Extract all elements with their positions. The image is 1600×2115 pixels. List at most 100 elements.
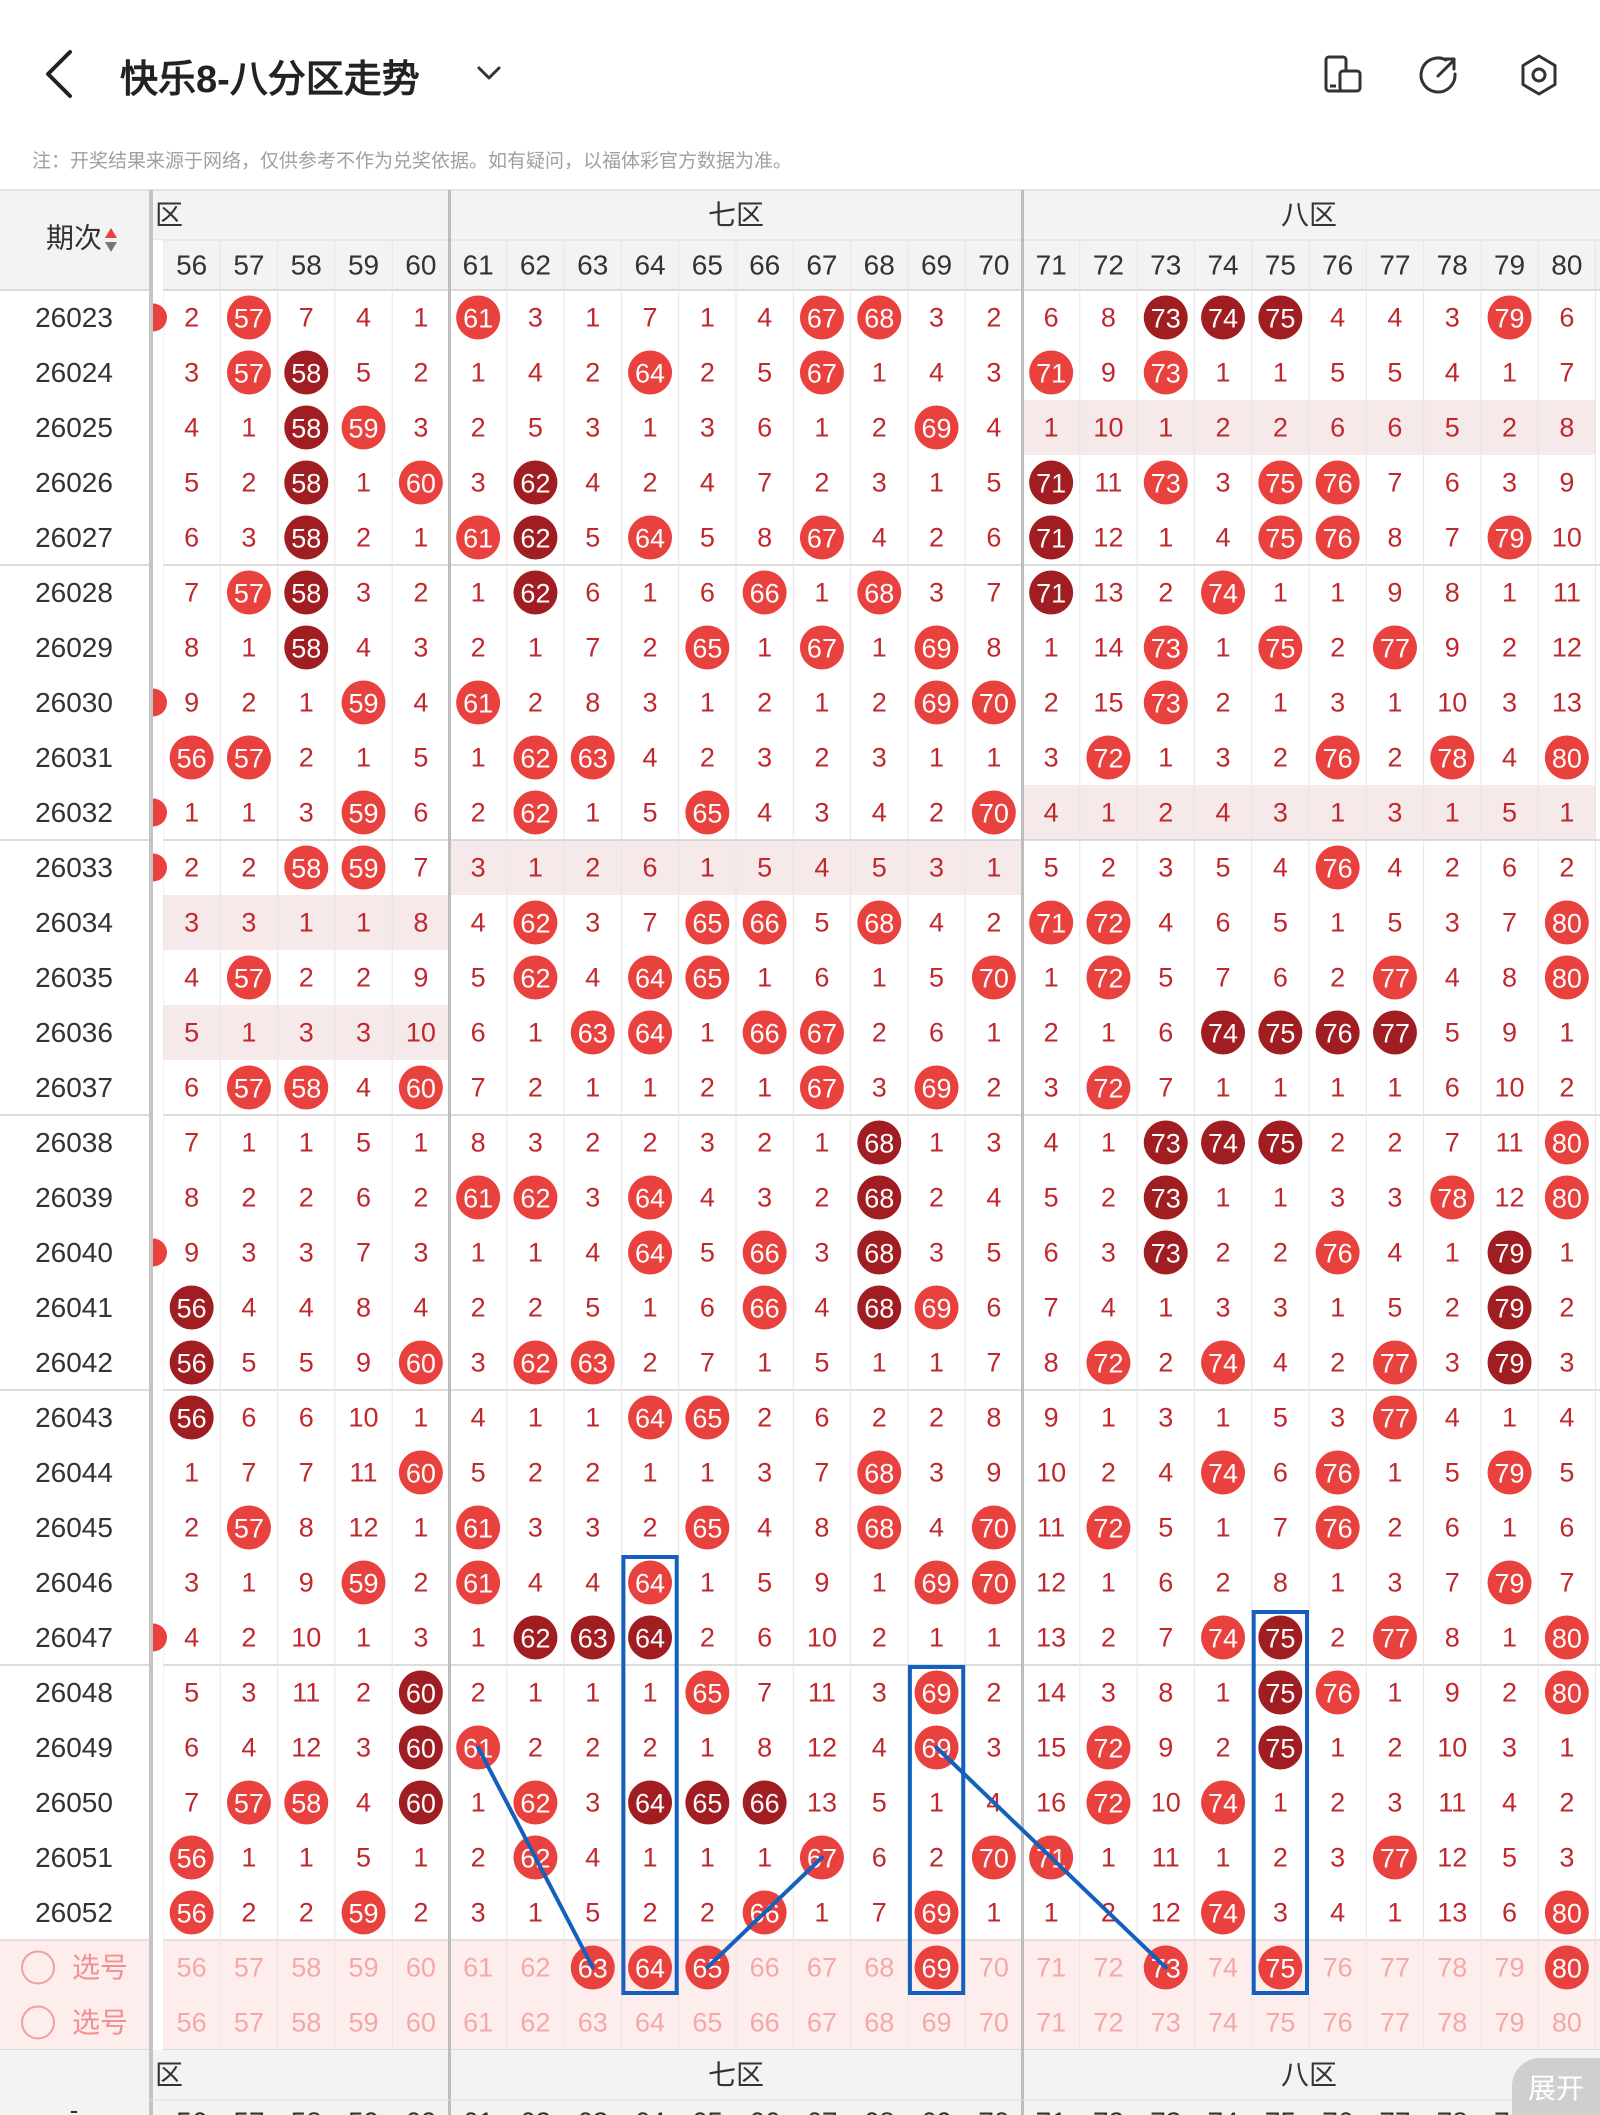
miss-count: 10 [406, 1018, 436, 1048]
hit-ball-number: 70 [979, 1844, 1009, 1874]
miss-count: 3 [1273, 798, 1288, 828]
hit-ball [857, 1450, 902, 1495]
table-row[interactable]: 26030 9 2 1 59 4 61 2 8 3 1 2 1 2 69 70 2 15 73 2 1 3 1 10 3 13 [35, 680, 1582, 725]
miss-count: 6 [585, 578, 600, 608]
period-cell: 26026 [35, 467, 113, 498]
table-row[interactable]: 26034 3 3 1 1 8 4 62 3 7 65 66 5 68 4 2 71 72 4 6 5 1 5 3 7 80 [35, 900, 1589, 945]
table-row[interactable]: 26025 4 1 58 59 3 2 5 3 1 3 6 1 2 69 4 1 10 1 2 2 6 6 5 2 8 [35, 405, 1574, 450]
table-row[interactable]: 26035 4 57 2 2 9 5 62 4 64 65 1 6 1 5 70 1 72 5 7 6 2 77 4 8 80 [35, 955, 1589, 1000]
select-radio[interactable] [21, 1950, 55, 1985]
miss-count: 3 [757, 1458, 772, 1488]
hit-ball-number: 75 [1265, 1624, 1295, 1654]
miss-count: 2 [528, 688, 543, 718]
table-row[interactable]: 26048 5 3 11 2 60 2 1 1 1 65 7 11 3 69 2 14 3 8 1 75 76 1 9 2 80 [35, 1670, 1589, 1715]
table-row[interactable]: 26046 3 1 9 59 2 61 4 4 64 1 5 9 1 69 70 12 1 6 2 8 1 3 7 79 7 [35, 1560, 1574, 1605]
hit-ball [799, 295, 844, 340]
table-row[interactable]: 26037 6 57 58 4 60 7 2 1 1 2 1 67 3 69 2 3 72 7 1 1 1 1 6 10 2 [35, 1065, 1574, 1110]
table-row[interactable]: 26049 6 4 12 3 60 61 2 2 2 1 8 12 4 69 3 15 72 9 2 75 1 2 10 3 1 [35, 1725, 1574, 1770]
footer-column-header: 60 [405, 2107, 436, 2115]
miss-count: 2 [1216, 1238, 1231, 1268]
select-row[interactable]: 选号 56 57 58 59 60 61 62 63 64 65 66 67 68 69 70 71 72 73 74… [21, 2005, 1582, 2040]
period-cell: 26035 [35, 962, 113, 993]
table-row[interactable]: 26039 8 2 2 6 2 61 62 3 64 4 3 2 68 2 4 5 2 73 1 1 3 3 78 12 80 [35, 1175, 1589, 1220]
hit-ball [341, 1560, 386, 1605]
miss-count: 3 [1387, 1788, 1402, 1818]
table-row[interactable]: 26024 3 57 58 5 2 1 4 2 64 2 5 67 1 4 3 71 9 73 1 1 5 5 4 1 7 [35, 350, 1574, 395]
table-row[interactable]: 26031 56 57 2 1 5 1 62 63 4 2 3 2 3 1 1 3 72 1 3 2 76 2 78 4 80 [35, 735, 1589, 780]
miss-count: 1 [1158, 1293, 1173, 1323]
selected-ball[interactable] [1544, 1945, 1589, 1990]
miss-count: 5 [1044, 1183, 1059, 1213]
table-row[interactable]: 26051 56 1 1 5 1 2 62 4 1 1 1 67 6 2 70 71 1 11 1 2 3 77 12 5 3 [35, 1835, 1574, 1880]
miss-count: 9 [356, 1348, 371, 1378]
table-row[interactable]: 26033 2 2 58 59 7 3 1 2 6 1 5 4 5 3 1 5 2 3 5 4 76 4 2 6 2 [35, 845, 1574, 890]
footer-column-header: 70 [978, 2107, 1009, 2115]
table-row[interactable]: 26027 6 3 58 2 1 61 62 5 64 5 8 67 4 2 6 71 12 1 4 75 76 8 7 79 1… [35, 515, 1582, 560]
miss-count: 1 [528, 1018, 543, 1048]
table-row[interactable]: 26038 7 1 1 5 1 8 3 2 2 3 2 1 68 1 3 4 1 73 74 75 2 2 7 11 80 [35, 1120, 1589, 1165]
table-row[interactable]: 26043 56 6 6 10 1 4 1 1 64 65 2 6 2 2 8 9 1 3 1 5 3 77 4 1 4 [35, 1395, 1574, 1440]
miss-count: 5 [1445, 1458, 1460, 1488]
table-row[interactable]: 26023 2 57 7 4 1 61 3 1 7 1 4 67 68 3 2 6 8 73 74 75 4 4 3 79 6 [35, 295, 1574, 340]
miss-count: 1 [1502, 358, 1517, 388]
hit-ball [742, 1780, 787, 1825]
table-row[interactable]: 26026 5 2 58 1 60 3 62 4 2 4 7 2 3 1 5 71 11 73 3 75 76 7 6 3 9 [35, 460, 1574, 505]
table-row[interactable]: 26032 1 1 3 59 6 2 62 1 5 65 4 3 4 2 70 4 1 2 4 3 1 3 1 5 1 [35, 790, 1574, 835]
table-row[interactable]: 26052 56 2 2 59 2 3 1 5 2 2 66 1 7 69 1 1 2 12 74 3 4 1 13 6 80 [35, 1890, 1589, 1935]
period-cell: 26033 [35, 852, 113, 883]
miss-count: 11 [1438, 1788, 1466, 1818]
table-row[interactable]: 26036 5 1 3 3 10 6 1 63 64 1 66 67 2 6 1 2 1 6 74 75 76 77 5 9 1 [35, 1010, 1574, 1055]
hit-ball [398, 1780, 443, 1825]
table-row[interactable]: 26029 8 1 58 4 3 2 1 7 2 65 1 67 1 69 8 1 14 73 1 75 2 77 9 2 12 [35, 625, 1582, 670]
settings-icon[interactable] [1516, 52, 1562, 98]
chevron-down-icon[interactable] [474, 58, 504, 88]
hit-ball-number: 69 [922, 689, 952, 719]
hit-ball-number: 72 [1093, 1349, 1123, 1379]
page-title[interactable]: 快乐8-八分区走势 [120, 59, 420, 101]
miss-count: 3 [643, 688, 658, 718]
miss-count: 5 [1216, 853, 1231, 883]
miss-count: 3 [471, 1898, 486, 1928]
miss-count: 5 [757, 358, 772, 388]
miss-count: 3 [356, 1733, 371, 1763]
hit-ball-number: 66 [750, 909, 780, 939]
miss-count: 6 [814, 1403, 829, 1433]
miss-count: 1 [585, 303, 600, 333]
table-row[interactable]: 26040 9 3 3 7 3 1 1 4 64 5 66 3 68 3 5 6 3 73 2 2 76 4 1 79 1 [35, 1230, 1574, 1275]
select-radio[interactable] [21, 2005, 55, 2040]
hit-ball [226, 1065, 271, 1110]
miss-count: 2 [528, 1073, 543, 1103]
table-row[interactable]: 26045 2 57 8 12 1 61 3 3 2 65 4 8 68 4 70 11 72 5 1 7 76 2 6 1 6 [35, 1505, 1574, 1550]
select-number: 60 [406, 2008, 436, 2038]
column-header-73: 73 [1150, 250, 1181, 281]
select-number: 58 [291, 2008, 321, 2038]
period-header[interactable]: 期次 [46, 223, 117, 254]
miss-count: 7 [700, 1348, 715, 1378]
hit-ball [284, 515, 329, 560]
miss-count: 1 [413, 1513, 428, 1543]
miss-count: 2 [700, 358, 715, 388]
miss-count: 10 [1093, 413, 1123, 443]
miss-count: 4 [1445, 963, 1460, 993]
table-row[interactable]: 26028 7 57 58 3 2 1 62 6 1 6 66 1 68 3 7 71 13 2 74 1 1 9 8 1 11 [35, 570, 1581, 615]
table-row[interactable]: 26041 56 4 4 8 4 2 2 5 1 6 66 4 68 69 6 7 4 1 3 3 1 5 2 79 2 [35, 1285, 1574, 1330]
table-row[interactable]: 26050 7 57 58 4 60 1 62 3 64 65 66 13 5 1 4 16 72 10 74 1 2 3 1… [35, 1780, 1574, 1825]
miss-count: 5 [1387, 1293, 1402, 1323]
expand-button[interactable]: 展开 [1512, 2058, 1600, 2115]
hit-ball-number: 75 [1265, 469, 1295, 499]
select-number: 74 [1208, 2008, 1238, 2038]
hit-ball-number: 56 [177, 1404, 207, 1434]
table-row[interactable]: 26047 4 2 10 1 3 1 62 63 64 2 6 10 2 1 1 13 2 7 74 75 2 77 8 1 80 [35, 1615, 1589, 1660]
screen-rotate-icon[interactable] [1320, 52, 1366, 98]
period-cell: 26049 [35, 1732, 113, 1763]
miss-count: 8 [1101, 303, 1116, 333]
table-row[interactable]: 26044 1 7 7 11 60 5 2 2 1 1 3 7 68 3 9 10 2 4 74 6 76 1 5 79 5 [35, 1450, 1574, 1495]
table-row[interactable]: 26042 56 5 5 9 60 3 62 63 2 7 1 5 1 1 7 8 72 2 74 4 2 77 3 79 3 [35, 1340, 1574, 1385]
miss-count: 2 [471, 413, 486, 443]
back-icon[interactable] [40, 44, 80, 104]
miss-count: 1 [643, 1678, 658, 1708]
miss-count: 2 [929, 798, 944, 828]
hit-ball-number: 62 [520, 1349, 550, 1379]
miss-count: 1 [872, 358, 887, 388]
share-icon[interactable] [1416, 52, 1462, 98]
